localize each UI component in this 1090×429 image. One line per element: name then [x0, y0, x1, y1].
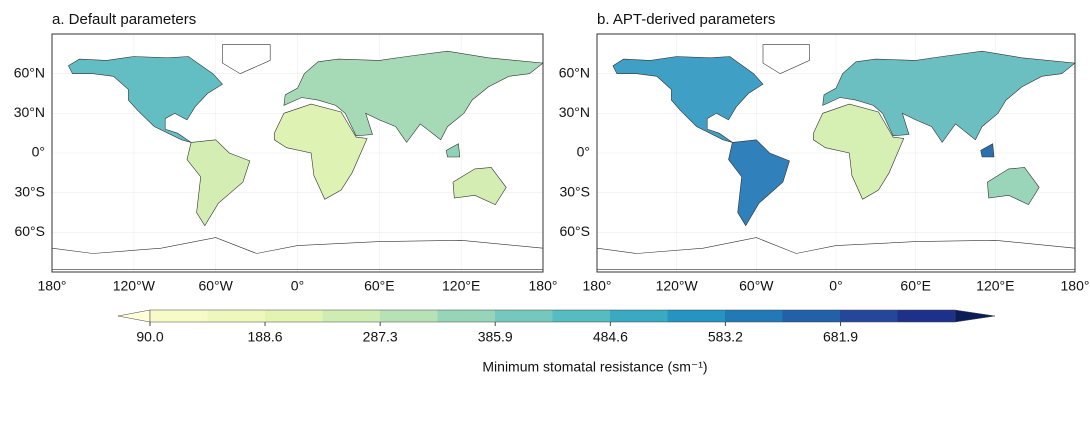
- landmass: [728, 139, 790, 227]
- colorbar-tick-label: 287.3: [363, 329, 398, 345]
- lon-tick-label: 120°E: [442, 278, 480, 294]
- colorbar-tick-label: 188.6: [248, 329, 283, 345]
- panel-title: b. APT-derived parameters: [597, 11, 775, 28]
- colorbar-under: [117, 309, 151, 323]
- colorbar-segment: [150, 310, 208, 322]
- lat-tick-label: 60°N: [559, 64, 590, 80]
- landmass: [762, 44, 810, 75]
- landmass: [68, 56, 223, 143]
- colorbar-segment: [840, 310, 898, 322]
- lat-tick-label: 0°: [577, 144, 590, 160]
- lat-tick-label: 60°N: [14, 64, 45, 80]
- colorbar-segment: [265, 310, 323, 322]
- colorbar-segment: [495, 310, 553, 322]
- landmass: [980, 143, 995, 158]
- colorbar-tick-label: 90.0: [136, 329, 163, 345]
- colorbar-segment: [610, 310, 668, 322]
- colorbar-segment: [380, 310, 438, 322]
- lon-tick-label: 60°W: [739, 278, 774, 294]
- colorbar-segment: [322, 310, 381, 322]
- lat-tick-label: 0°: [32, 144, 45, 160]
- lon-tick-label: 60°W: [198, 278, 233, 294]
- colorbar-tick-label: 385.9: [478, 329, 513, 345]
- landmass: [186, 139, 251, 227]
- landmass: [222, 44, 271, 75]
- lon-tick-label: 60°E: [364, 278, 395, 294]
- lat-tick-label: 30°S: [14, 183, 45, 199]
- colorbar-tick-label: 583.2: [708, 329, 743, 345]
- map-frame: [596, 33, 1076, 273]
- landmass: [445, 143, 461, 158]
- lon-tick-label: 60°E: [900, 278, 931, 294]
- landmass: [987, 167, 1040, 205]
- colorbar-segment: [897, 310, 956, 322]
- colorbar-tick-label: 681.9: [823, 329, 858, 345]
- panel-title: a. Default parameters: [52, 11, 196, 28]
- lat-tick-label: 60°S: [559, 223, 590, 239]
- landmass: [274, 103, 368, 200]
- colorbar-label: Minimum stomatal resistance (sm⁻¹): [482, 359, 707, 375]
- lon-tick-label: 120°W: [113, 278, 156, 294]
- map-frame: [51, 33, 544, 273]
- landmass: [612, 56, 764, 143]
- colorbar-segment: [437, 310, 496, 322]
- colorbar-over: [954, 309, 996, 323]
- lon-tick-label: 120°E: [976, 278, 1014, 294]
- landmass: [596, 237, 1076, 270]
- lat-tick-label: 60°S: [14, 223, 45, 239]
- lon-tick-label: 180°: [529, 278, 558, 294]
- lat-tick-label: 30°S: [559, 183, 590, 199]
- colorbar-segment: [725, 310, 783, 322]
- landmass: [813, 103, 905, 200]
- lon-tick-label: 180°: [583, 278, 612, 294]
- lon-tick-label: 180°: [38, 278, 67, 294]
- landmass: [822, 50, 1076, 143]
- lat-tick-label: 30°N: [14, 104, 45, 120]
- colorbar-frame: [149, 309, 956, 323]
- colorbar-tick-label: 484.6: [593, 329, 628, 345]
- lon-tick-label: 120°W: [656, 278, 699, 294]
- landmass: [283, 50, 544, 143]
- landmass: [452, 167, 507, 205]
- colorbar-segment: [782, 310, 841, 322]
- lon-tick-label: 0°: [829, 278, 842, 294]
- colorbar-segment: [667, 310, 726, 322]
- colorbar-segment: [552, 310, 611, 322]
- colorbar-segment: [207, 310, 266, 322]
- lon-tick-label: 0°: [291, 278, 304, 294]
- landmass: [51, 237, 544, 270]
- lon-tick-label: 180°: [1061, 278, 1090, 294]
- lat-tick-label: 30°N: [559, 104, 590, 120]
